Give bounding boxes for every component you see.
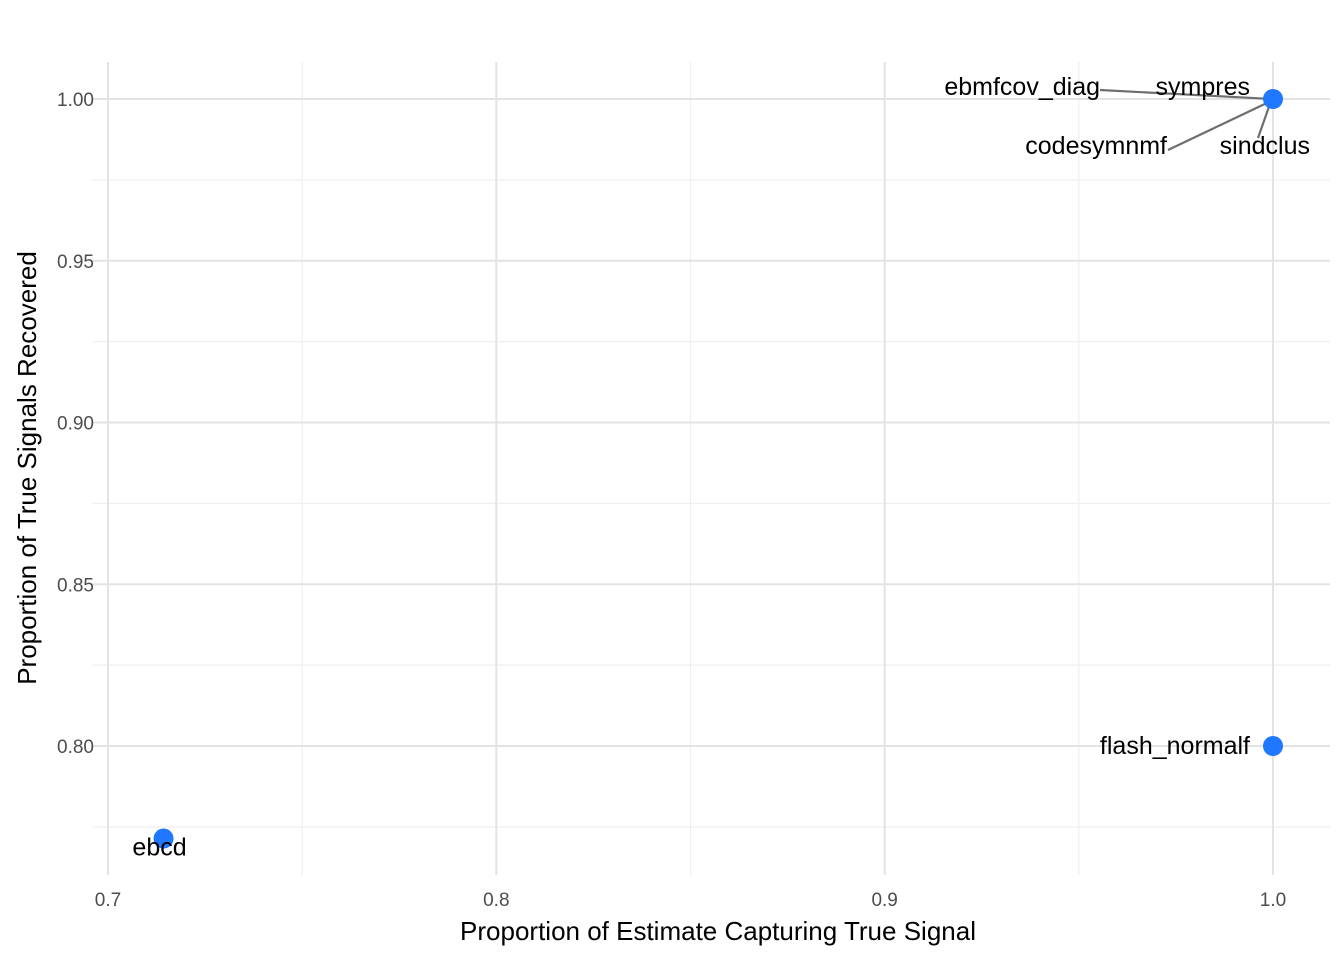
point-label: ebcd <box>132 834 186 862</box>
y-tick-label: 0.85 <box>57 575 94 596</box>
y-axis-title: Proportion of True Signals Recovered <box>12 251 42 685</box>
y-tick-label: 0.90 <box>57 414 94 435</box>
point-labels: ebmfcov_diag sympres codesymnmf sindclus fla… <box>132 73 1310 862</box>
label-leader-line <box>1167 100 1272 151</box>
x-tick-label: 0.9 <box>871 890 897 911</box>
x-tick-label: 0.7 <box>95 890 121 911</box>
data-point <box>1263 736 1283 756</box>
point-label: flash_normalf <box>1100 732 1250 760</box>
data-point <box>153 828 174 849</box>
data-points <box>153 89 1283 849</box>
data-point <box>1263 89 1283 109</box>
x-tick-label: 0.8 <box>483 890 509 911</box>
x-axis-title: Proportion of Estimate Capturing True Si… <box>460 916 976 946</box>
x-axis-ticks: 0.7 0.8 0.9 1.0 <box>95 890 1286 911</box>
point-label: codesymnmf <box>1025 132 1167 160</box>
point-label: sindclus <box>1220 132 1310 160</box>
x-tick-label: 1.0 <box>1260 890 1286 911</box>
y-tick-label: 0.80 <box>57 737 94 758</box>
y-axis-ticks: 0.80 0.85 0.90 0.95 1.00 <box>57 90 94 758</box>
data-point <box>1263 89 1283 109</box>
label-leader-line <box>1099 88 1273 101</box>
y-tick-label: 0.95 <box>57 252 94 273</box>
point-label: sympres <box>1156 73 1250 101</box>
grid <box>92 62 1330 875</box>
y-tick-label: 1.00 <box>57 90 94 111</box>
point-label: ebmfcov_diag <box>944 73 1100 101</box>
